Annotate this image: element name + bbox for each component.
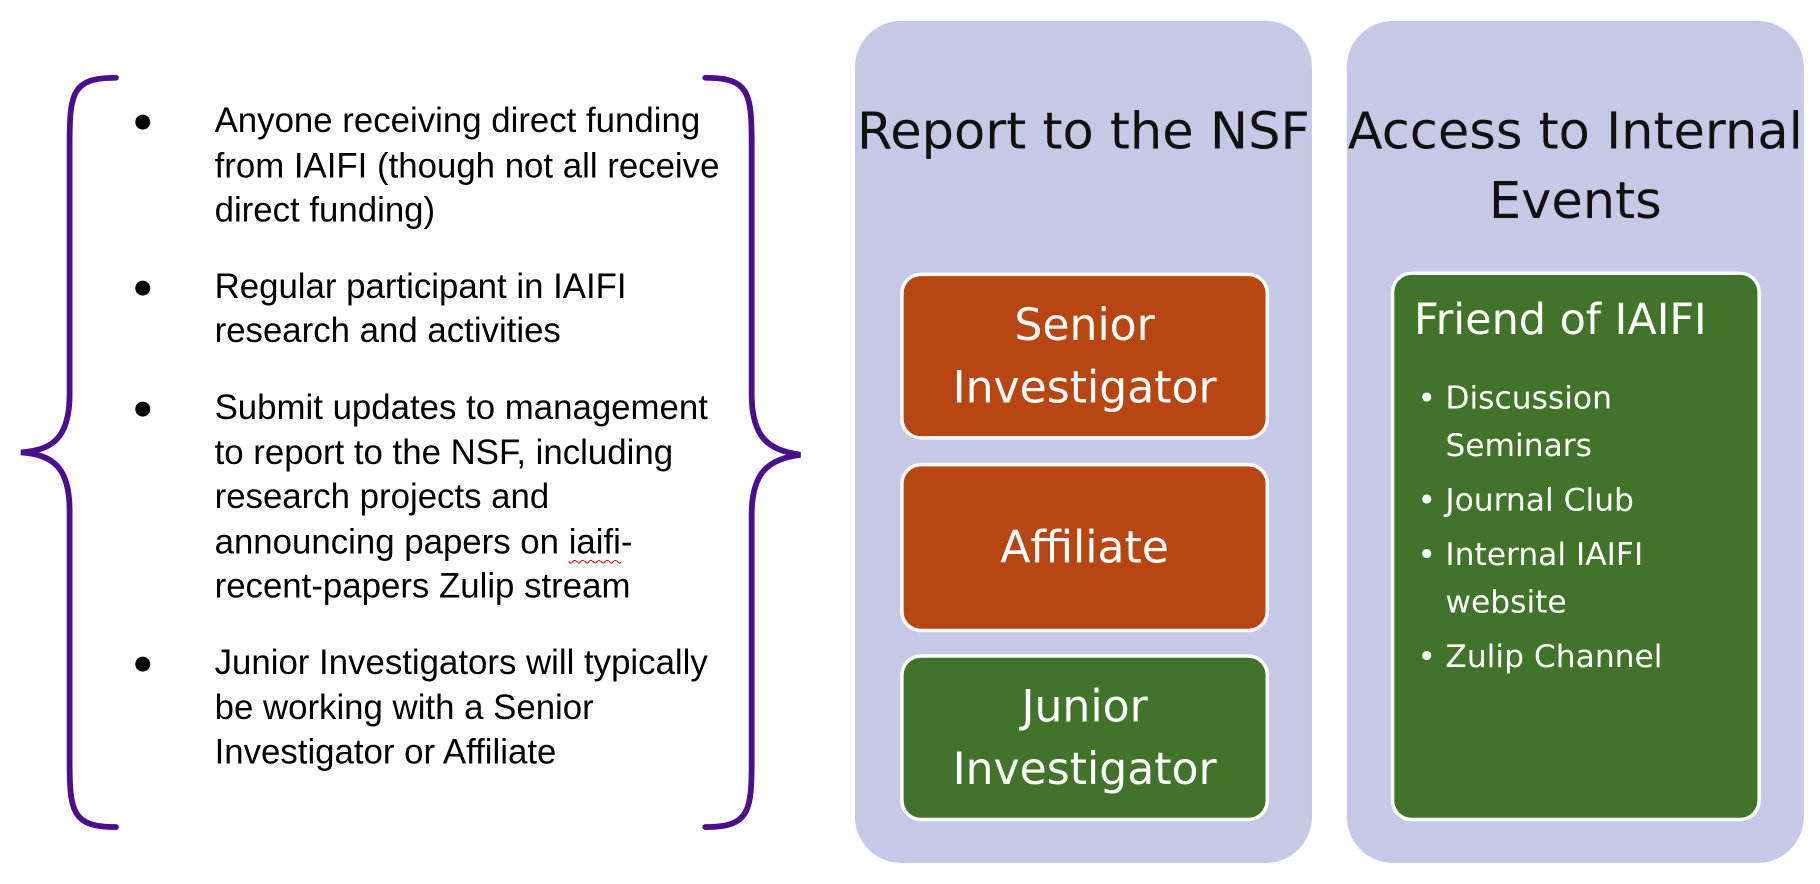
spellcheck-underlined-word: iaifi: [568, 522, 621, 562]
friend-benefit-item: • Zulip Channel: [1394, 633, 1757, 681]
requirement-text-before: Submit updates to management to report t…: [214, 388, 708, 562]
requirement-item: ● Anyone receiving direct funding from I…: [128, 100, 731, 234]
panel-title: Report to the NSF: [857, 102, 1310, 162]
box-label: Senior Investigator: [952, 299, 1217, 413]
bullet-dot-icon: •: [1417, 380, 1437, 417]
friend-benefits-list: • Discussion Seminars • Journal Club • Inte…: [1394, 375, 1757, 681]
requirement-text: Junior Investigators will typically be w…: [214, 643, 708, 772]
junior-investigator-box: Junior Investigator: [900, 654, 1270, 822]
benefit-text: Journal Club: [1445, 482, 1634, 519]
senior-investigator-box: Senior Investigator: [900, 272, 1270, 440]
requirement-text: Submit updates to management to report t…: [215, 389, 708, 606]
bullet-dot-icon: •: [1417, 482, 1437, 519]
affiliate-box: Affiliate: [900, 462, 1270, 633]
requirement-item: ● Regular participant in IAIFI research …: [128, 265, 731, 355]
right-curly-brace: [702, 74, 801, 830]
friend-benefit-item: • Discussion Seminars: [1394, 375, 1757, 470]
box-label: Affiliate: [1000, 522, 1169, 574]
requirement-text: Regular participant in IAIFI research an…: [214, 267, 627, 351]
bullet-dot-icon: •: [1417, 639, 1437, 676]
requirement-item: ● Submit updates to management to report…: [128, 386, 731, 610]
bullet-dot-icon: ●: [132, 102, 154, 141]
friend-benefit-item: • Journal Club: [1394, 477, 1757, 525]
box-label: Junior Investigator: [952, 680, 1217, 795]
requirement-text: Anyone receiving direct funding from IAI…: [214, 102, 720, 230]
requirements-list: ● Anyone receiving direct funding from I…: [128, 100, 731, 776]
benefit-text: Internal IAIFI website: [1445, 537, 1644, 621]
bullet-dot-icon: •: [1417, 537, 1437, 574]
friend-of-iaifi-box: Friend of IAIFI • Discussion Seminars • Jo…: [1390, 271, 1761, 822]
bullet-dot-icon: ●: [132, 643, 154, 683]
benefit-text: Zulip Channel: [1445, 639, 1663, 676]
benefit-text: Discussion Seminars: [1445, 380, 1612, 464]
requirement-item: ● Junior Investigators will typically be…: [128, 641, 731, 775]
left-curly-brace: [20, 74, 119, 830]
requirement-text-after: -recent-papers Zulip stream: [214, 522, 633, 606]
friend-benefit-item: • Internal IAIFI website: [1394, 531, 1757, 626]
bullet-dot-icon: ●: [132, 388, 154, 427]
box-title: Friend of IAIFI: [1414, 294, 1707, 345]
bullet-dot-icon: ●: [132, 267, 154, 306]
panel-title: Access to Internal Events: [1347, 102, 1803, 231]
